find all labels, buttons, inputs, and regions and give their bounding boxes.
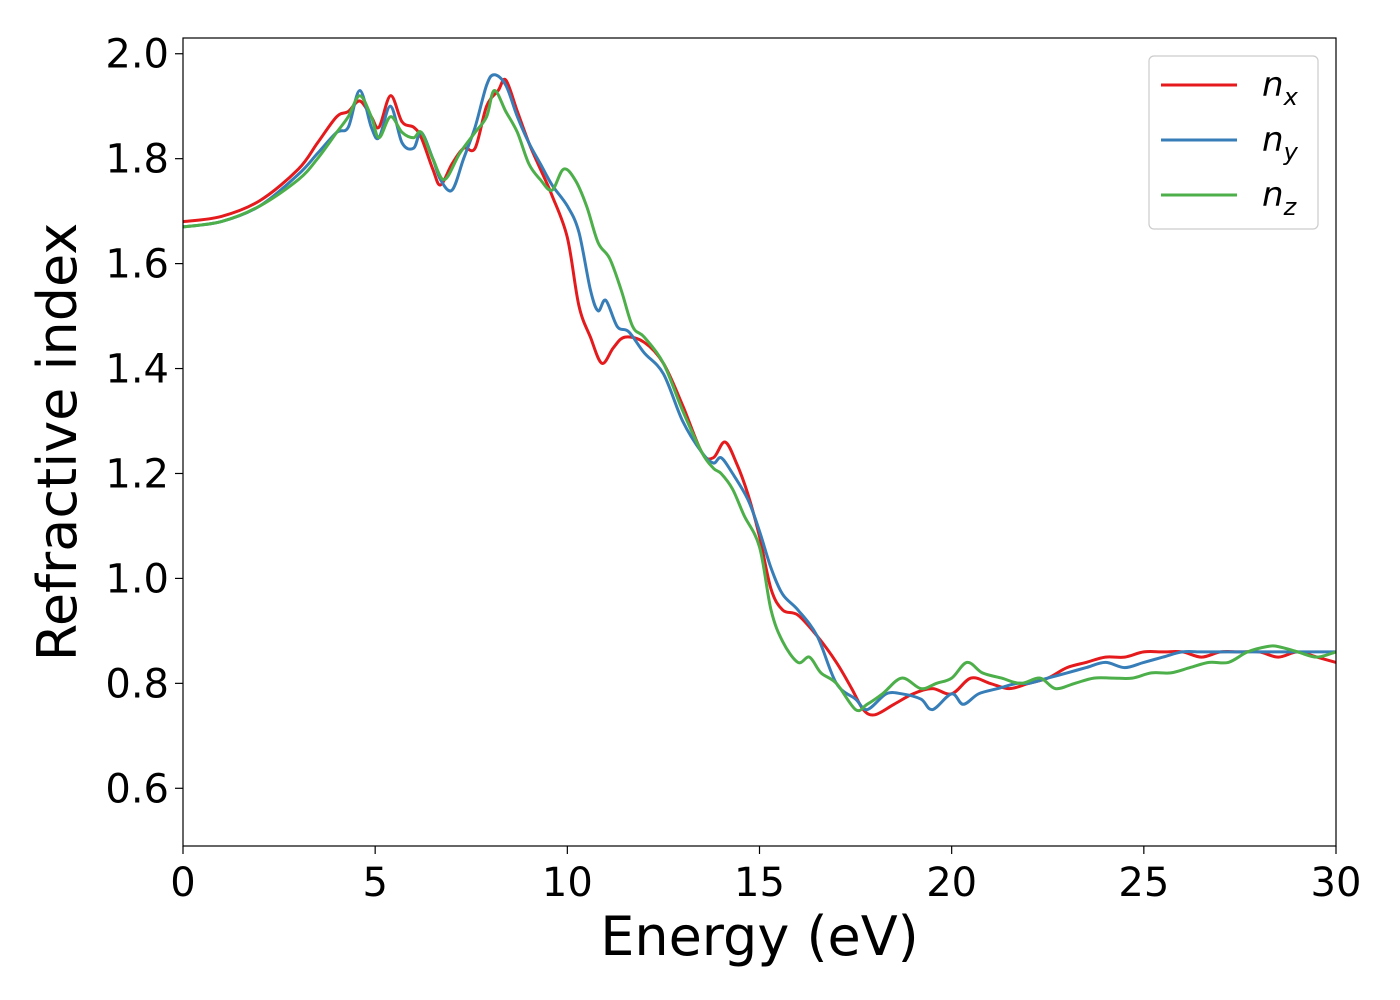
x-tick-label: 0: [170, 860, 195, 906]
y-tick-label: 1.0: [105, 556, 169, 602]
x-tick-label: 5: [362, 860, 387, 906]
x-axis-label: Energy (eV): [600, 905, 919, 968]
y-tick-label: 1.2: [105, 451, 169, 497]
legend-label-ny: ny: [1262, 120, 1299, 166]
y-tick-label: 1.6: [105, 242, 169, 288]
x-tick-label: 10: [542, 860, 593, 906]
x-axis-ticks: 0 5 10 15 20 25 30: [170, 846, 1361, 906]
legend-label-nx: nx: [1262, 65, 1299, 111]
y-axis-ticks: 0.6 0.8 1.0 1.2 1.4 1.6 1.8 2.0: [105, 32, 183, 812]
x-tick-label: 15: [734, 860, 785, 906]
y-tick-label: 2.0: [105, 32, 169, 78]
series-layer: [182, 73, 1337, 717]
x-tick-label: 25: [1118, 860, 1169, 906]
x-tick-label: 30: [1311, 860, 1362, 906]
legend-box: [1148, 55, 1319, 230]
y-tick-label: 0.8: [105, 661, 169, 707]
series-line-nz: [182, 89, 1337, 713]
y-tick-label: 0.6: [105, 766, 169, 812]
y-tick-label: 1.8: [105, 137, 169, 183]
series-line-nx: [182, 77, 1337, 717]
legend-label-nz: nz: [1262, 175, 1298, 221]
y-axis-label: Refractive index: [26, 223, 89, 662]
series-line-ny: [182, 73, 1336, 712]
y-tick-label: 1.4: [105, 347, 169, 393]
x-tick-label: 20: [926, 860, 977, 906]
legend: nx ny nz: [1148, 55, 1319, 230]
